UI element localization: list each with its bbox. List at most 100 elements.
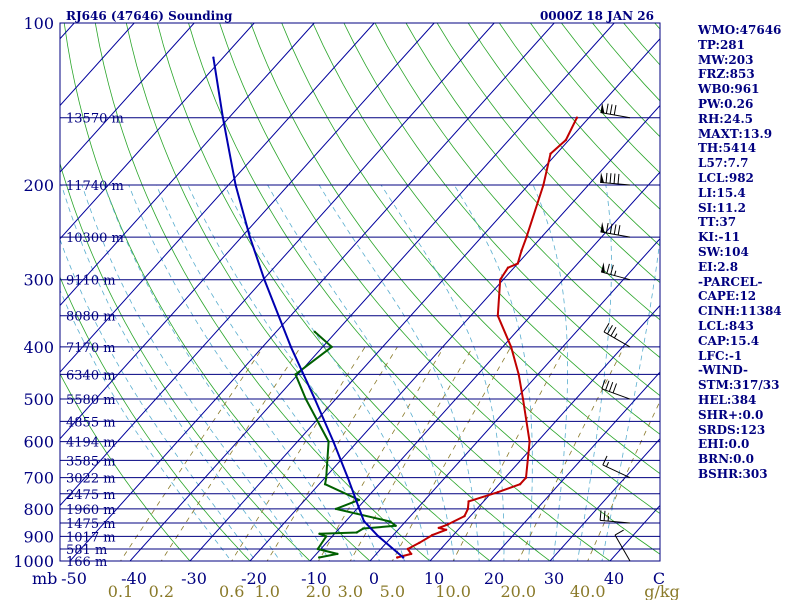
temperature-point bbox=[444, 528, 448, 531]
pressure-tick-label: 700 bbox=[23, 469, 54, 488]
isotherm-line bbox=[249, 104, 660, 561]
dry-adiabat-line bbox=[60, 372, 191, 561]
height-label: 8080 m bbox=[66, 310, 116, 325]
wind-barb-flag bbox=[601, 262, 605, 273]
mixing-ratio-label: 0.2 bbox=[149, 582, 174, 600]
temperature-point bbox=[542, 183, 545, 187]
wind-barb-staff bbox=[600, 112, 631, 119]
isotherm-line bbox=[60, 23, 315, 307]
mixing-ratio-label: 1.0 bbox=[254, 582, 279, 600]
wind-barb-feather bbox=[613, 105, 617, 116]
height-label: 9110 m bbox=[66, 274, 116, 289]
temperature-tick-label: -10 bbox=[301, 569, 327, 588]
height-label: 13570 m bbox=[66, 112, 124, 127]
temperature-point bbox=[516, 262, 519, 265]
dry-adiabat-line bbox=[250, 23, 660, 514]
dewpoint-point bbox=[325, 476, 328, 479]
wind-barb bbox=[600, 172, 631, 186]
moist-adiabat-line bbox=[577, 184, 612, 561]
temperature-unit-label: C bbox=[653, 569, 665, 588]
mixing-ratio-label: 20.0 bbox=[500, 582, 536, 600]
sounding-index-item: CAP:15.4 bbox=[698, 333, 760, 348]
wind-barb bbox=[603, 322, 631, 348]
wind-barb-half-feather bbox=[605, 461, 610, 467]
isotherm-line bbox=[189, 38, 660, 561]
parcel-point bbox=[248, 235, 252, 239]
wind-barb-staff bbox=[602, 464, 631, 479]
height-label: 581 m bbox=[66, 543, 107, 558]
temperature-point bbox=[466, 507, 470, 511]
sounding-index-item: KI:-11 bbox=[698, 230, 741, 245]
mixing-ratio-label: 3.0 bbox=[338, 582, 363, 600]
isotherm-line bbox=[60, 23, 435, 440]
moist-adiabat-line bbox=[61, 184, 281, 561]
dewpoint-point bbox=[304, 397, 307, 401]
dewpoint-point bbox=[334, 507, 338, 511]
isotherm-line bbox=[129, 23, 615, 561]
dry-adiabat-line bbox=[405, 23, 660, 321]
dewpoint-point bbox=[294, 373, 297, 376]
mixing-ratio-line bbox=[120, 346, 264, 561]
temperature-point bbox=[509, 345, 513, 349]
wind-barb-feather bbox=[610, 264, 614, 275]
wind-barb-feather bbox=[609, 223, 613, 234]
sounding-index-item: EI:2.8 bbox=[698, 259, 739, 274]
parcel-point bbox=[212, 56, 215, 59]
height-label: 1475 m bbox=[66, 517, 116, 532]
temperature-tick-label: -20 bbox=[241, 569, 267, 588]
sounding-index-item: SRDS:123 bbox=[698, 422, 766, 437]
mixing-ratio-line bbox=[318, 346, 445, 561]
wind-barb-feather bbox=[603, 322, 610, 333]
mixing-ratio-line bbox=[587, 400, 660, 561]
parcel-point bbox=[362, 519, 366, 523]
wind-barb-feather bbox=[605, 380, 610, 391]
wind-barb-staff bbox=[600, 231, 631, 238]
pressure-tick-label: 300 bbox=[23, 271, 54, 290]
mixing-ratio-label: 40.0 bbox=[570, 582, 606, 600]
sounding-index-item: -PARCEL- bbox=[698, 274, 763, 289]
dewpoint-point bbox=[318, 556, 321, 559]
parcel-point bbox=[313, 397, 316, 401]
isotherm-line bbox=[60, 23, 255, 240]
temperature-point bbox=[463, 514, 466, 518]
sounding-index-item: SW:104 bbox=[698, 244, 749, 259]
parcel-point bbox=[221, 116, 225, 119]
parcel-point bbox=[263, 278, 266, 281]
wind-barb-staff bbox=[600, 519, 631, 524]
isotherm-line bbox=[549, 438, 660, 561]
temperature-point bbox=[506, 266, 510, 269]
sounding-index-item: FRZ:853 bbox=[698, 67, 755, 82]
temperature-point bbox=[521, 397, 525, 401]
wind-barb-feather bbox=[608, 381, 614, 392]
wind-barb-feather bbox=[614, 529, 624, 536]
wind-barb-feather bbox=[617, 173, 620, 184]
temperature-tick-label: 30 bbox=[544, 569, 564, 588]
temperature-tick-label: -50 bbox=[61, 569, 87, 588]
height-label: 11740 m bbox=[66, 179, 124, 194]
sounding-index-item: STM:317/33 bbox=[698, 378, 780, 393]
dry-adiabat-line bbox=[374, 23, 660, 359]
wind-barb-staff bbox=[614, 534, 631, 562]
height-label: 1017 m bbox=[66, 530, 116, 545]
wind-barb-feather bbox=[605, 222, 609, 234]
dewpoint-point bbox=[336, 552, 339, 556]
mixing-ratio-line bbox=[452, 346, 566, 561]
height-label: 7170 m bbox=[66, 341, 116, 356]
sounding-index-item: LI:15.4 bbox=[698, 185, 746, 200]
parcel-point bbox=[332, 440, 335, 443]
height-label: 166 m bbox=[66, 555, 107, 570]
wind-barb-staff bbox=[600, 181, 631, 186]
sounding-index-item: CINH:11384 bbox=[698, 304, 782, 319]
moist-adiabat-line bbox=[380, 184, 505, 561]
sounding-index-item: LCL:843 bbox=[698, 318, 754, 333]
chart-time: 0000Z 18 JAN 26 bbox=[540, 9, 654, 23]
wind-barb bbox=[602, 455, 631, 479]
isotherm-line bbox=[60, 23, 195, 173]
temperature-point bbox=[410, 552, 413, 556]
mixing-ratio-line bbox=[266, 346, 398, 561]
temperature-point bbox=[518, 483, 522, 486]
wind-barb-feather bbox=[603, 510, 606, 521]
temperature-point bbox=[575, 116, 579, 119]
wind-barb bbox=[600, 102, 631, 119]
dewpoint-point bbox=[389, 520, 392, 523]
